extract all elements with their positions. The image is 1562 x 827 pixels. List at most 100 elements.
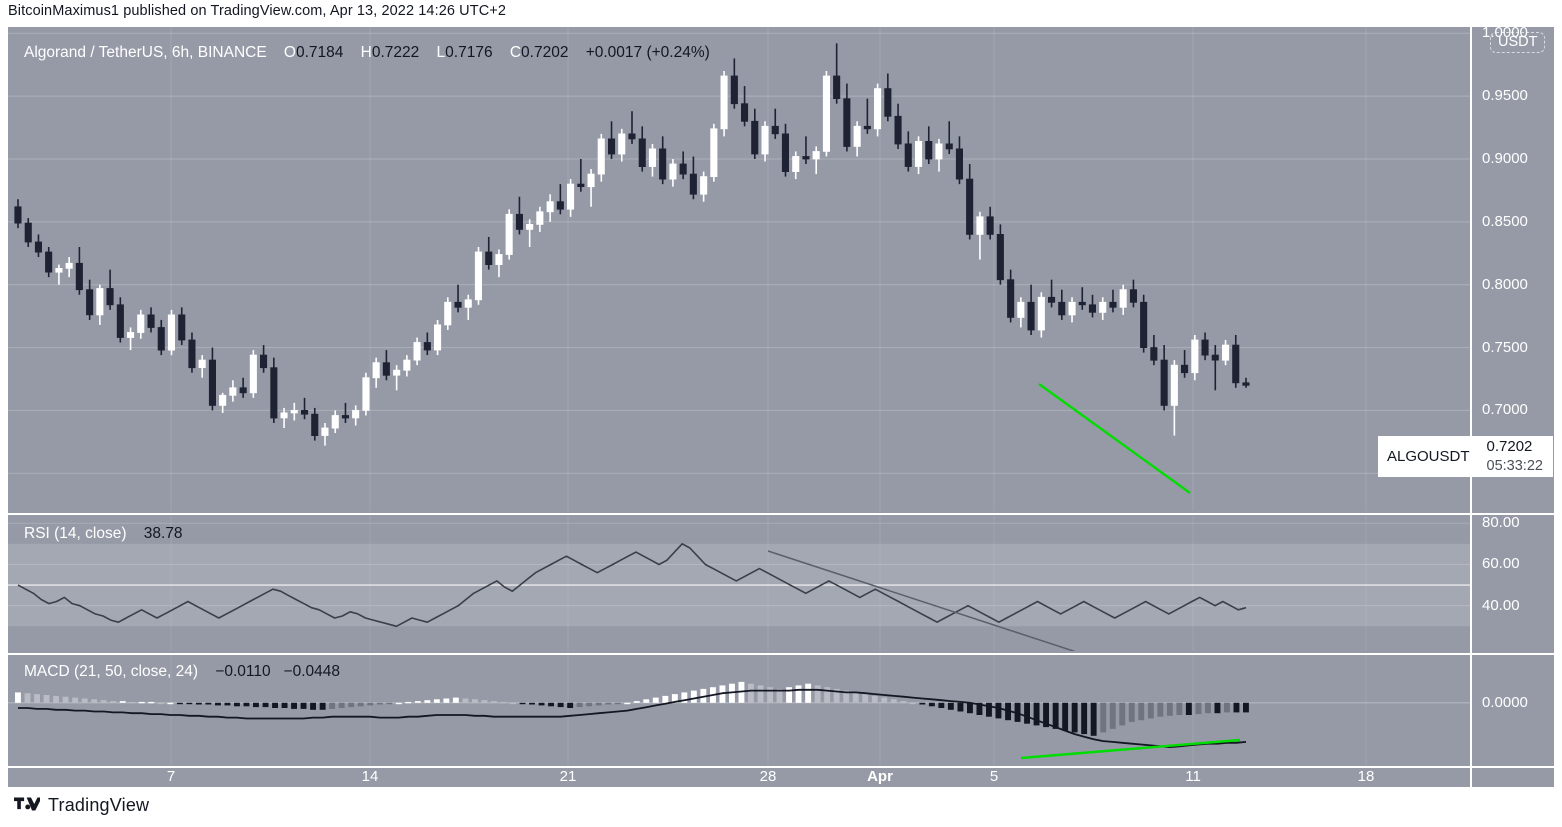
candle-body bbox=[1048, 296, 1056, 303]
macd-histogram-bar bbox=[357, 702, 364, 707]
candle-body bbox=[75, 262, 83, 291]
candle-body bbox=[608, 138, 616, 155]
macd-histogram-bar bbox=[243, 702, 250, 707]
macd-histogram-bar bbox=[329, 702, 336, 709]
candle-body bbox=[157, 327, 165, 351]
macd-histogram-bar bbox=[1062, 702, 1069, 731]
macd-histogram-bar bbox=[310, 702, 316, 710]
macd-signal-line bbox=[18, 688, 1247, 748]
macd-trendline-green[interactable] bbox=[1020, 738, 1241, 760]
macd-histogram-bar bbox=[1138, 702, 1145, 721]
macd-pane[interactable] bbox=[8, 655, 1470, 768]
time-axis-label: 21 bbox=[559, 768, 577, 785]
macd-histogram-bar bbox=[605, 702, 612, 705]
candle-body bbox=[106, 288, 114, 306]
macd-histogram-bar bbox=[967, 702, 973, 714]
candle-body bbox=[362, 377, 370, 411]
macd-histogram-bar bbox=[157, 702, 164, 705]
candle-body bbox=[833, 75, 841, 100]
macd-histogram-bar bbox=[367, 702, 374, 706]
macd-histogram-bar bbox=[224, 702, 231, 706]
macd-histogram-bar bbox=[62, 696, 69, 703]
candle-body bbox=[1017, 301, 1025, 318]
candle-body bbox=[700, 176, 708, 195]
currency-badge[interactable]: USDT bbox=[1490, 32, 1546, 53]
macd-histogram-bar bbox=[871, 695, 878, 703]
candle-body bbox=[188, 339, 196, 369]
rsi-plot bbox=[8, 515, 1470, 651]
macd-histogram-bar bbox=[757, 685, 764, 703]
candle-body bbox=[894, 115, 902, 145]
candle-body bbox=[311, 413, 319, 437]
macd-histogram-bar bbox=[681, 692, 688, 703]
macd-histogram-bar bbox=[1100, 702, 1107, 733]
macd-histogram-bar bbox=[405, 701, 412, 704]
candle-body bbox=[1201, 339, 1209, 356]
macd-histogram-bar bbox=[462, 698, 469, 703]
candle-body bbox=[127, 332, 135, 338]
price-pane[interactable] bbox=[8, 27, 1470, 511]
candle-body bbox=[14, 206, 22, 224]
macd-histogram-bar bbox=[186, 702, 193, 705]
candle-body bbox=[1099, 301, 1107, 313]
tradingview-mark-icon bbox=[14, 797, 40, 811]
candle-body bbox=[321, 427, 329, 436]
macd-histogram-bar bbox=[947, 702, 954, 710]
macd-histogram-bar bbox=[148, 701, 155, 704]
candle-body bbox=[1242, 382, 1250, 386]
macd-histogram-bar bbox=[900, 701, 907, 703]
macd-histogram-bar bbox=[1081, 702, 1088, 735]
macd-histogram-bar bbox=[510, 702, 516, 705]
chart-frame: Algorand / TetherUS, 6h, BINANCE O0.7184… bbox=[8, 24, 1554, 787]
candle-body bbox=[567, 183, 575, 210]
macd-histogram-bar bbox=[281, 702, 288, 708]
current-price-tag[interactable]: ALGOUSDT 0.7202 05:33:22 bbox=[1378, 436, 1553, 477]
candle-body bbox=[229, 387, 237, 396]
macd-histogram-bar bbox=[395, 702, 402, 705]
pane-separator-macd-time bbox=[8, 766, 1554, 768]
time-axis-label: Apr bbox=[867, 768, 893, 785]
candle-body bbox=[802, 156, 810, 160]
candle-body bbox=[935, 143, 943, 160]
time-axis[interactable]: 7 14 21 28 Apr 5 11 18 bbox=[8, 768, 1554, 787]
rsi-pane[interactable] bbox=[8, 515, 1470, 651]
time-axis-label: 18 bbox=[1357, 768, 1375, 785]
macd-histogram-bar bbox=[671, 694, 678, 703]
candle-body bbox=[485, 251, 493, 266]
macd-histogram-bar bbox=[91, 699, 98, 703]
macd-histogram-bar bbox=[881, 697, 888, 703]
candle-body bbox=[853, 125, 861, 147]
candle-body bbox=[730, 75, 738, 105]
candle-body bbox=[863, 125, 871, 130]
macd-histogram-bar bbox=[348, 702, 355, 708]
tradingview-logo[interactable]: TradingView bbox=[14, 795, 149, 816]
macd-histogram-bar bbox=[491, 701, 497, 703]
macd-histogram-bar bbox=[1119, 702, 1126, 726]
candle-body bbox=[208, 359, 217, 406]
candle-body bbox=[638, 138, 646, 168]
macd-histogram-bar bbox=[567, 702, 574, 708]
macd-histogram-bar bbox=[852, 692, 859, 703]
price-trendline-green[interactable] bbox=[1038, 383, 1191, 494]
candle-body bbox=[915, 141, 923, 167]
price-scale-label: 1.0000 bbox=[1482, 24, 1528, 42]
macd-histogram-bar bbox=[1128, 702, 1135, 722]
candle-body bbox=[300, 409, 309, 415]
macd-histogram-bar bbox=[519, 702, 526, 705]
candle-body bbox=[1150, 347, 1158, 361]
candle-body bbox=[352, 409, 360, 419]
price-scale[interactable]: USDT 1.0000 0.9500 0.9000 0.8500 0.8000 0.750… bbox=[1470, 24, 1554, 787]
candle-body bbox=[1037, 296, 1045, 331]
candle-body bbox=[1160, 359, 1168, 406]
candle-body bbox=[167, 314, 176, 351]
macd-histogram-bar bbox=[1024, 702, 1030, 724]
candle-body bbox=[1129, 289, 1138, 303]
candle-body bbox=[249, 354, 257, 394]
macd-histogram-bar bbox=[843, 690, 850, 703]
macd-histogram-bar bbox=[919, 702, 926, 705]
candle-body bbox=[147, 314, 155, 328]
rsi-trendline-resistance[interactable] bbox=[767, 550, 1168, 651]
candle-body bbox=[1109, 301, 1117, 308]
candle-body bbox=[986, 216, 994, 235]
price-tag-price: 0.7202 bbox=[1486, 438, 1533, 455]
